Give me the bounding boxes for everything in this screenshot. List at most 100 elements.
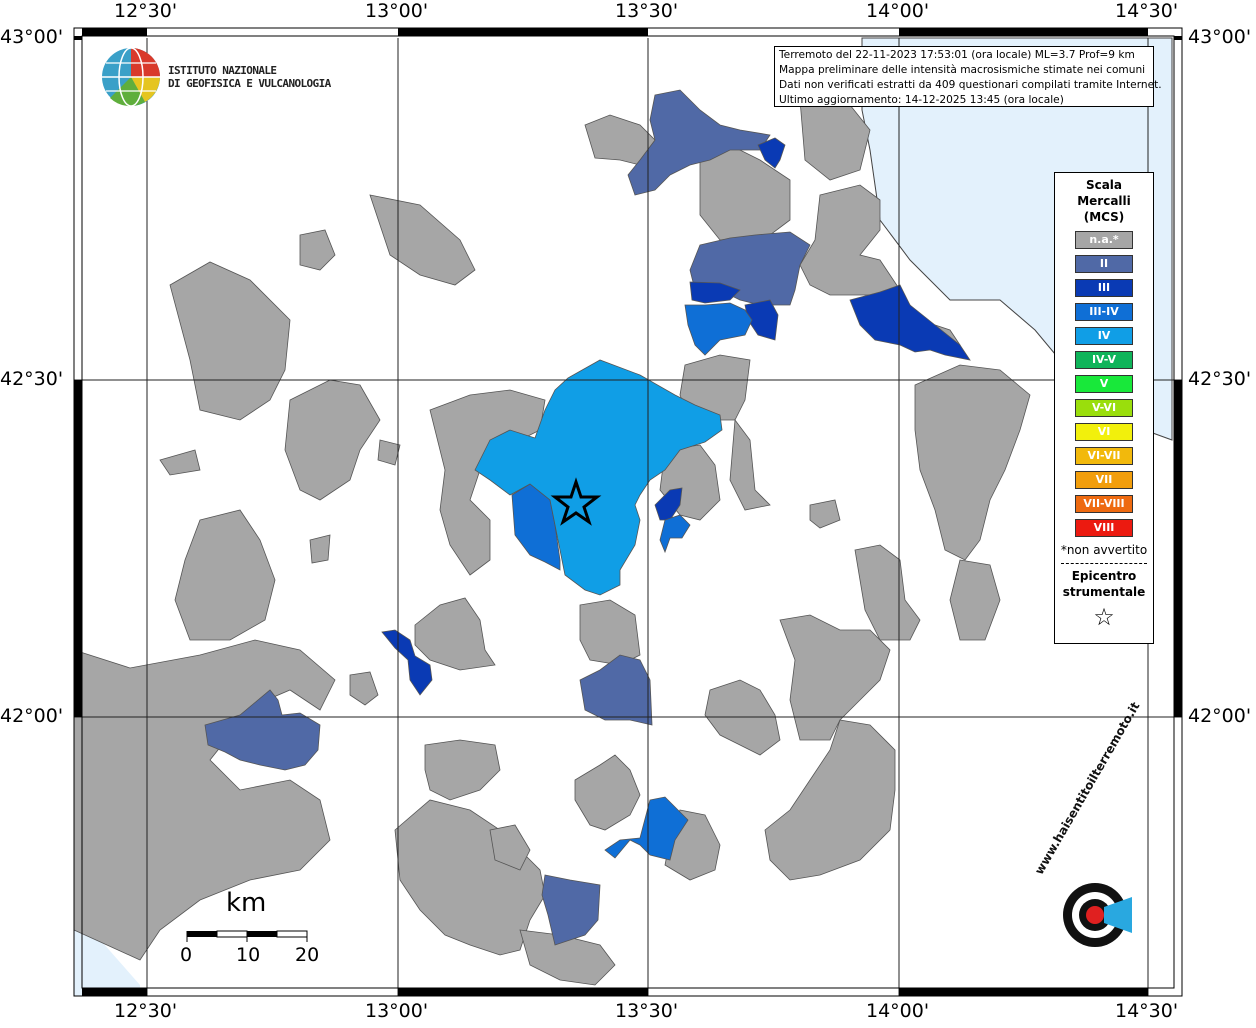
- longitude-label-top: 12°30': [114, 0, 178, 22]
- frame-segment: [74, 36, 82, 40]
- region-shape: [73, 639, 336, 961]
- region-shape: [757, 137, 786, 169]
- comuni-intensita-II: [204, 89, 811, 946]
- region-shape: [689, 281, 741, 304]
- frame-segment: [82, 988, 147, 996]
- info-line: Dati non verificati estratti da 409 ques…: [779, 79, 1162, 91]
- legend-epicenter-line: Epicentro: [1071, 569, 1137, 583]
- longitude-label-bottom: 12°30': [114, 1000, 178, 1022]
- legend-item: V-VI: [1075, 399, 1133, 417]
- logo-line: DI GEOFISICA E VULCANOLOGIA: [168, 77, 331, 90]
- region-shape: [627, 89, 771, 196]
- longitude-label-bottom: 14°30': [1115, 1000, 1179, 1022]
- latitude-label-right: 43°00': [1188, 26, 1252, 48]
- longitude-label-top: 13°30': [615, 0, 679, 22]
- region-shape: [284, 379, 381, 501]
- legend-item: III: [1075, 279, 1133, 297]
- map-info-box: Terremoto del 22-11-2023 17:53:01 (ora l…: [774, 46, 1162, 107]
- region-shape: [299, 229, 336, 271]
- legend-note: *non avvertito: [1060, 543, 1148, 557]
- region-shape: [579, 599, 641, 666]
- frame-segment: [899, 28, 1148, 36]
- region-shape: [684, 302, 753, 356]
- legend-item: V: [1075, 375, 1133, 393]
- region-shape: [377, 439, 401, 466]
- legend-item: VI: [1075, 423, 1133, 441]
- legend-item: VII-VIII: [1075, 495, 1133, 513]
- legend-star-icon: ☆: [1093, 603, 1115, 631]
- region-shape: [799, 184, 961, 346]
- region-shape: [174, 509, 276, 641]
- logo-line: ISTITUTO NAZIONALE: [168, 64, 277, 77]
- frame-segment: [398, 988, 648, 996]
- info-line: Terremoto del 22-11-2023 17:53:01 (ora l…: [779, 49, 1135, 61]
- scale-tick-label: 10: [236, 944, 261, 966]
- comuni-intensita-III: [381, 137, 971, 696]
- badge-core: [1086, 906, 1104, 924]
- region-shape: [764, 719, 896, 881]
- intensity-legend: Scala Mercalli (MCS) n.a.* II III III-IV IV I…: [1054, 172, 1154, 644]
- longitude-label-top: 14°00': [866, 0, 930, 22]
- region-shape: [309, 534, 331, 564]
- ingv-logo-icon: [102, 47, 160, 107]
- region-shape: [381, 629, 433, 696]
- scale-segment: [247, 931, 277, 937]
- legend-item: VIII: [1075, 519, 1133, 537]
- map-frame: [73, 27, 1183, 997]
- legend-title-line: Scala: [1085, 178, 1123, 192]
- frame-segment: [1174, 36, 1182, 40]
- legend-item: IV: [1075, 327, 1133, 345]
- region-shape: [854, 544, 921, 641]
- longitude-label-top: 14°30': [1115, 0, 1179, 22]
- ingv-logo-text: ISTITUTO NAZIONALE DI GEOFISICA E VULCAN…: [168, 64, 331, 90]
- comuni-non-avvertito: [73, 99, 1031, 986]
- scale-segment: [276, 930, 308, 938]
- latitude-label-right: 42°30': [1188, 368, 1252, 390]
- frame-segment: [398, 28, 648, 36]
- scale-unit: km: [226, 888, 267, 918]
- region-shape: [799, 99, 871, 181]
- logo-globe-segment: [131, 77, 160, 102]
- region-shape: [414, 597, 496, 671]
- region-shape: [349, 671, 379, 706]
- longitude-label-bottom: 13°30': [615, 1000, 679, 1022]
- frame-segment: [74, 380, 82, 717]
- longitude-label-bottom: 13°00': [365, 1000, 429, 1022]
- region-shape: [474, 359, 723, 596]
- region-shape: [654, 487, 683, 521]
- region-shape: [489, 824, 531, 871]
- legend-item: VII: [1075, 471, 1133, 489]
- region-shape: [849, 284, 971, 361]
- legend-title-line: (MCS): [1083, 210, 1125, 224]
- epicenter-star-icon: [550, 477, 602, 526]
- region-shape: [541, 874, 601, 946]
- info-line: Mappa preliminare delle intensità macros…: [779, 64, 1146, 76]
- longitude-label-top: 13°00': [365, 0, 429, 22]
- region-shape: [809, 499, 841, 529]
- legend-item: VI-VII: [1075, 447, 1133, 465]
- legend-item: n.a.*: [1075, 231, 1133, 249]
- legend-epicenter-line: strumentale: [1062, 585, 1146, 599]
- region-shape: [574, 754, 641, 831]
- region-shape: [369, 194, 476, 286]
- scale-segment: [216, 930, 248, 938]
- region-shape: [949, 559, 1001, 641]
- region-shape: [424, 739, 501, 801]
- scale-bar: [186, 930, 308, 942]
- legend-epicenter-label: Epicentro strumentale: [1055, 568, 1153, 600]
- latitude-label-left: 43°00': [0, 26, 64, 48]
- frame-segment: [1174, 380, 1182, 717]
- scale-tick-label: 0: [180, 944, 193, 966]
- region-shape: [779, 614, 891, 741]
- legend-item: III-IV: [1075, 303, 1133, 321]
- frame-segment: [899, 988, 1148, 996]
- latitude-label-right: 42°00': [1188, 705, 1252, 727]
- badge-speaker: [1104, 897, 1132, 933]
- scale-segment: [187, 931, 217, 937]
- haisentito-badge-icon: [1063, 883, 1132, 947]
- region-shape: [169, 261, 291, 421]
- region-shape: [159, 449, 201, 476]
- legend-divider: [1061, 563, 1147, 564]
